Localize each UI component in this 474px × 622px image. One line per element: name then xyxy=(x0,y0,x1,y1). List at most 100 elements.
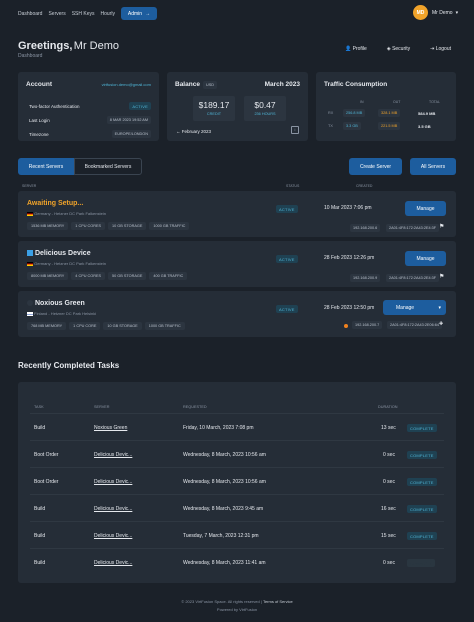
account-title: Account xyxy=(26,81,52,88)
nav-link-hourly[interactable]: Hourly xyxy=(100,11,115,17)
task-name: Build xyxy=(34,560,46,566)
task-name: Boot Order xyxy=(34,452,59,458)
table-row: Build Delicious Devic... Wednesday, 8 Ma… xyxy=(30,494,444,521)
task-duration: 0 sec xyxy=(383,452,395,458)
ipv6-chip[interactable]: 2A01:4F8:172:2A43:2E4:3F xyxy=(386,274,440,282)
credit-box: $189.17 CREDIT xyxy=(193,96,235,121)
traffic-rx-in: 256.8 MB xyxy=(343,109,366,117)
flag-fi-icon xyxy=(27,311,33,316)
traffic-tx-total: 3.5 GB xyxy=(418,124,431,129)
task-duration: 13 sec xyxy=(381,425,396,431)
nav-link-dashboard[interactable]: Dashboard xyxy=(18,11,43,17)
task-name: Build xyxy=(34,425,46,431)
server-name[interactable]: Awaiting Setup... xyxy=(27,200,84,207)
task-server-link[interactable]: Delicious Devic... xyxy=(94,506,133,512)
last-login-value: 8 MAR 2023 19:52 AM xyxy=(106,116,151,124)
server-tag: 768 MB MEMORY xyxy=(27,322,67,330)
traffic-tx-out: 221.5 MB xyxy=(378,122,401,130)
table-row: Build Delicious Devic... Tuesday, 7 Marc… xyxy=(30,521,444,548)
bookmark-icon[interactable]: ⚑ xyxy=(439,274,445,280)
server-created: 28 Feb 2023 12:50 pm xyxy=(324,305,375,311)
security-link[interactable]: ◈ Security xyxy=(386,46,411,52)
user-greeting-name: Mr Demo xyxy=(73,40,120,52)
arrow-left-icon: ← xyxy=(176,129,181,134)
tab-bookmarked-servers[interactable]: Bookmarked Servers xyxy=(74,158,142,175)
task-duration: 15 sec xyxy=(381,533,396,539)
avatar-initials: MD xyxy=(416,9,425,16)
tasks-panel: TASK SERVER REQUESTED DURATION Build Nox… xyxy=(18,382,456,583)
logout-link[interactable]: ⇥ Logout xyxy=(430,46,452,52)
manage-button[interactable]: Manage xyxy=(405,251,446,266)
terms-link[interactable]: Terms of Service xyxy=(262,599,293,604)
ipv6-chip[interactable]: 2A01:4F8:172:2A43:2E06:64 xyxy=(387,321,442,329)
ipv4-chip[interactable]: 192.168.200.7 xyxy=(352,321,383,329)
task-requested: Wednesday, 8 March, 2023 9:45 am xyxy=(183,506,264,512)
user-name[interactable]: Mr Demo xyxy=(432,10,453,16)
status-badge: ACTIVE xyxy=(276,305,298,313)
hours-box: $0.47 236 HOURS xyxy=(244,96,286,121)
ipv6-chip[interactable]: 2A01:4F8:172:2A43:2E4:3F xyxy=(386,224,440,232)
server-name[interactable]: Delicious Device xyxy=(34,250,91,257)
task-server-link[interactable]: Delicious Devic... xyxy=(94,452,133,458)
profile-link[interactable]: 👤 Profile xyxy=(345,46,367,52)
tab-recent-servers[interactable]: Recent Servers xyxy=(18,158,74,175)
task-server-link[interactable]: Noxious Green xyxy=(94,425,128,431)
status-badge: ACTIVE xyxy=(276,255,298,263)
account-email[interactable]: virtfusion.demo@gmail.com xyxy=(101,82,151,87)
task-name: Boot Order xyxy=(34,479,59,485)
traffic-title: Traffic Consumption xyxy=(324,81,388,88)
traffic-tx-label: TX xyxy=(328,124,333,128)
server-tag: 1536 MB MEMORY xyxy=(27,222,69,230)
task-server-link[interactable]: Delicious Devic... xyxy=(94,560,133,566)
manage-button[interactable]: Manage ▾ xyxy=(383,300,446,315)
table-row: Boot Order Delicious Devic... Wednesday,… xyxy=(30,467,444,494)
traffic-rx-total: 584.9 MB xyxy=(418,111,436,116)
server-name[interactable]: Noxious Green xyxy=(34,300,85,307)
flag-de-icon xyxy=(27,261,33,266)
task-duration: 0 sec xyxy=(383,560,395,566)
arrow-right-icon: → xyxy=(145,10,151,17)
all-servers-button[interactable]: All Servers xyxy=(410,158,456,175)
status-dot-icon xyxy=(344,324,348,328)
col-server: SERVER xyxy=(94,405,110,409)
chevron-down-icon[interactable]: ▾ xyxy=(438,304,441,311)
avatar[interactable]: MD xyxy=(413,5,428,20)
traffic-rx-out: 328.1 MB xyxy=(378,109,401,117)
task-duration: 0 sec xyxy=(383,479,395,485)
chevron-down-icon[interactable]: ▾ xyxy=(455,10,459,16)
credit-label: CREDIT xyxy=(206,112,222,116)
bookmark-icon[interactable]: ⚑ xyxy=(439,224,445,230)
manage-button[interactable]: Manage xyxy=(405,201,446,216)
traffic-col-total: TOTAL xyxy=(429,100,440,104)
task-server-link[interactable]: Delicious Devic... xyxy=(94,479,133,485)
table-row: Boot Order Delicious Devic... Wednesday,… xyxy=(30,440,444,467)
col-requested: REQUESTED xyxy=(183,405,207,409)
server-tag: 10 GB STORAGE xyxy=(108,222,147,230)
ipv4-chip[interactable]: 192.168.200.6 xyxy=(350,224,381,232)
invoice-icon[interactable]: i xyxy=(291,126,299,134)
logout-icon: ⇥ xyxy=(430,46,435,52)
traffic-panel: Traffic Consumption IN OUT TOTAL RX 256.… xyxy=(316,72,456,141)
server-os-icon xyxy=(27,300,33,307)
server-card[interactable]: Awaiting Setup... Germany - Hetzner DC P… xyxy=(18,191,456,237)
status-badge: ACTIVE xyxy=(276,205,298,213)
prev-month-link[interactable]: ← February 2023 xyxy=(176,129,212,134)
status-badge: COMPLETE xyxy=(407,559,436,567)
account-panel: Account virtfusion.demo@gmail.com Two-fa… xyxy=(18,72,159,141)
status-badge: COMPLETE xyxy=(407,505,437,513)
status-badge: COMPLETE xyxy=(407,478,437,486)
traffic-col-out: OUT xyxy=(393,100,401,104)
server-card[interactable]: Delicious Device Germany - Hetzner DC Pa… xyxy=(18,241,456,287)
server-card[interactable]: Noxious Green Finland - Hetzner DC Park … xyxy=(18,291,456,337)
ipv4-chip[interactable]: 192.168.200.9 xyxy=(350,274,381,282)
balance-month: March 2023 xyxy=(264,81,300,88)
nav-link-ssh-keys[interactable]: SSH Keys xyxy=(71,11,95,17)
task-requested: Wednesday, 8 March, 2023 11:41 am xyxy=(183,560,266,566)
task-server-link[interactable]: Delicious Devic... xyxy=(94,533,133,539)
currency-badge: USD xyxy=(203,81,218,89)
last-login-label: Last Login xyxy=(29,117,50,123)
task-name: Build xyxy=(34,533,46,539)
create-server-button[interactable]: Create Server xyxy=(349,158,402,175)
admin-button[interactable]: Admin → xyxy=(121,7,157,20)
nav-link-servers[interactable]: Servers xyxy=(48,11,66,17)
